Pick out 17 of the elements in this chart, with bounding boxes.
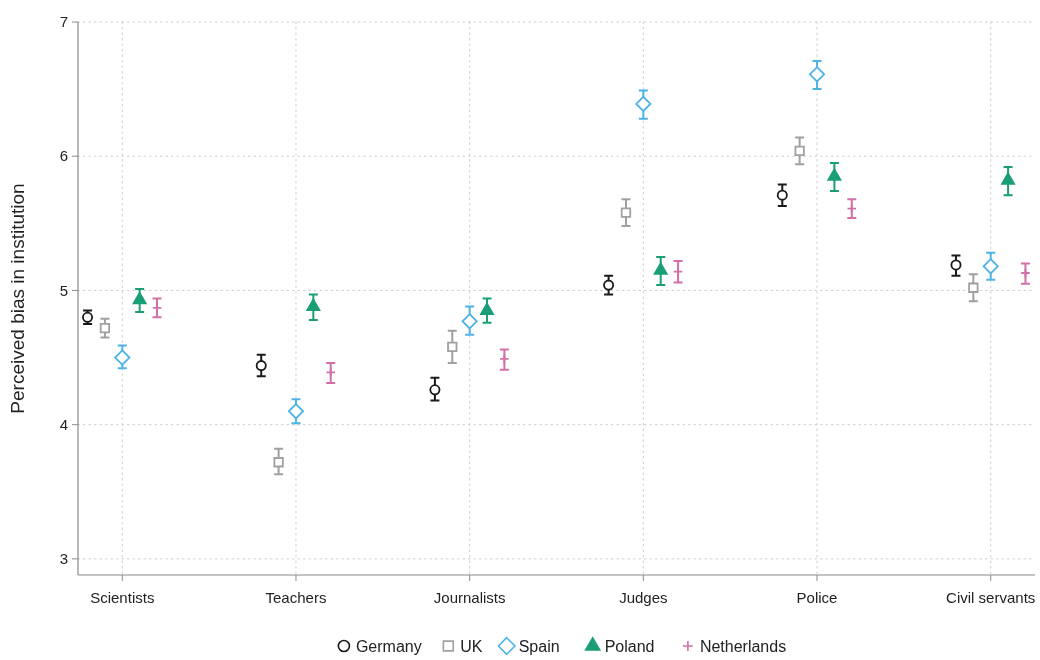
legend-label: Poland <box>604 637 655 655</box>
y-tick-label: 5 <box>59 281 68 299</box>
x-tick-label: Civil servants <box>946 589 1036 606</box>
y-tick-label: 6 <box>59 147 68 165</box>
legend-label: Germany <box>355 637 422 655</box>
x-tick-label: Police <box>796 589 838 606</box>
x-tick-label: Scientists <box>90 589 155 606</box>
legend-label: UK <box>460 637 483 655</box>
x-tick-label: Teachers <box>265 589 327 606</box>
legend-label: Spain <box>518 637 560 655</box>
y-axis-title: Perceived bias in institution <box>7 183 28 414</box>
x-tick-label: Journalists <box>433 589 506 606</box>
y-tick-label: 4 <box>59 415 68 433</box>
y-tick-label: 7 <box>59 13 68 31</box>
legend-label: Netherlands <box>699 637 787 655</box>
x-tick-label: Judges <box>619 589 668 606</box>
y-tick-label: 3 <box>59 550 68 568</box>
